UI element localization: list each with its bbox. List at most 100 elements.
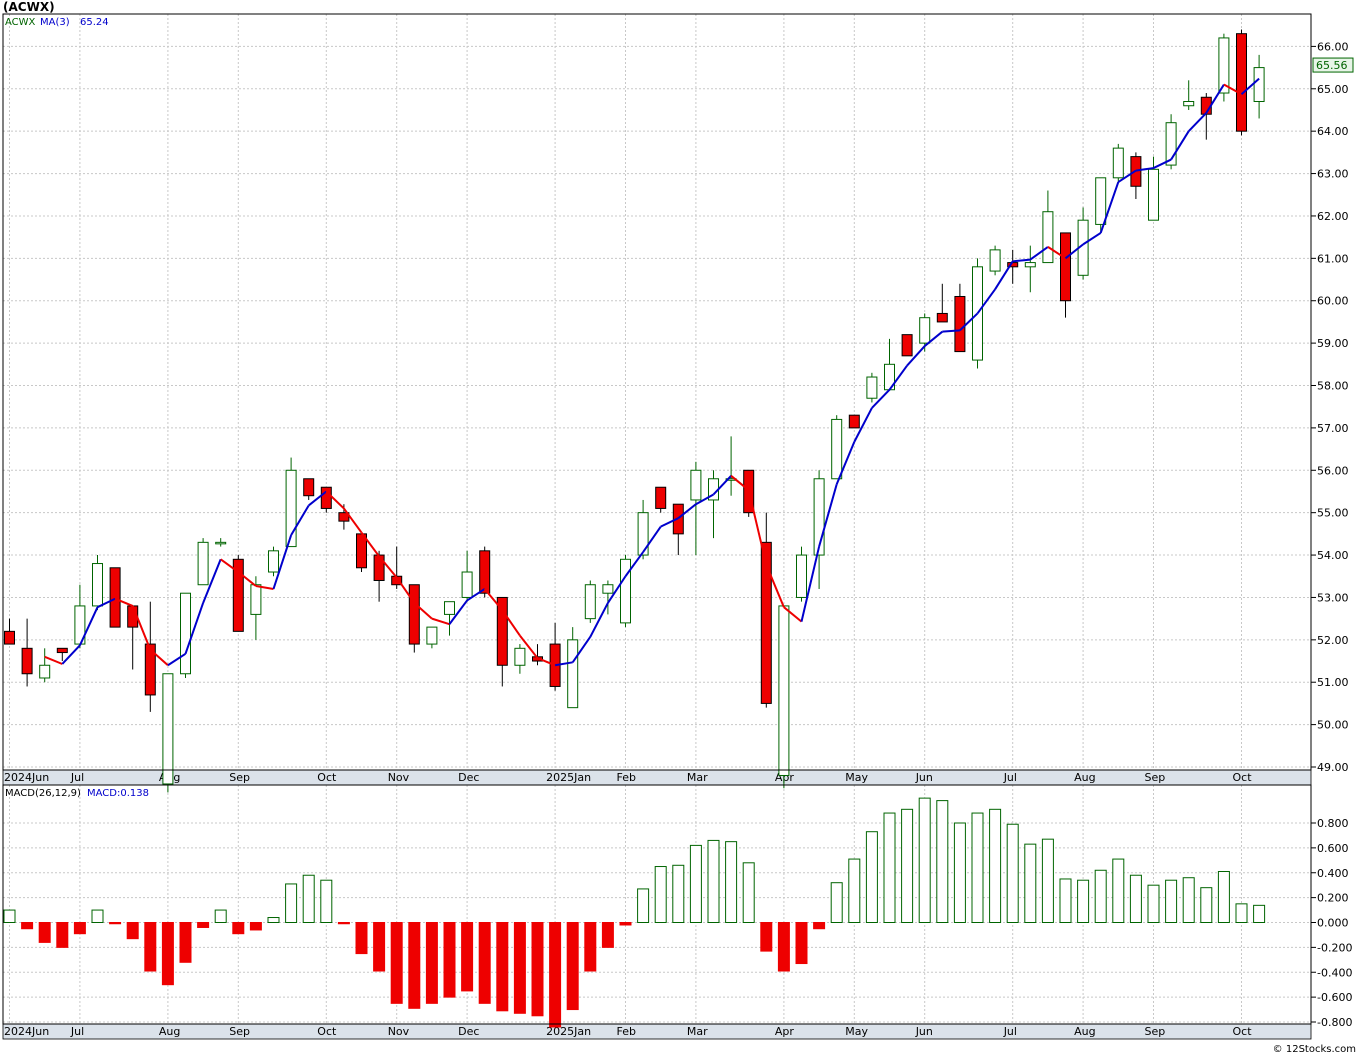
ma3-segment xyxy=(1029,246,1049,261)
macd-bar xyxy=(161,922,174,986)
macd-xtick-label: Jul xyxy=(70,1025,84,1038)
axis-layer: 49.00 50.00 51.00 52.00 53.00 54.00 55.00 56.00… xyxy=(2,40,1352,1040)
ma3-segment xyxy=(1012,258,1031,263)
ma3-segment xyxy=(976,288,996,315)
macd-bar xyxy=(601,922,614,948)
ma3-segment xyxy=(589,602,609,638)
ma3-segment xyxy=(1223,83,1242,96)
macd-bar xyxy=(953,822,966,923)
candle-body xyxy=(584,584,596,620)
ma3-segment xyxy=(220,558,239,573)
macd-bar xyxy=(73,922,86,935)
candle-body xyxy=(954,295,966,353)
macd-bar xyxy=(1182,877,1195,923)
macd-bar xyxy=(725,841,738,923)
ma3-segment xyxy=(290,504,310,536)
ma3-segment xyxy=(888,364,908,391)
ma3-segment xyxy=(924,330,943,347)
ma3-segment xyxy=(519,634,539,659)
macd-ytick-label: -0.400 xyxy=(1317,966,1352,979)
macd-xtick-label: Nov xyxy=(388,1025,410,1038)
candle-body xyxy=(989,249,1001,272)
candle-body xyxy=(162,673,174,785)
price-ytick-label: 53.00 xyxy=(1317,591,1349,604)
ma3-segment xyxy=(818,483,838,547)
macd-xtick-label: 2025Jan xyxy=(546,1025,591,1038)
macd-bar xyxy=(232,922,245,935)
price-xtick-label: Oct xyxy=(317,771,337,784)
price-ytick-label: 51.00 xyxy=(1317,676,1349,689)
ma3-segment xyxy=(395,576,416,604)
macd-bar xyxy=(197,922,210,928)
ma3-segment xyxy=(1187,112,1208,132)
candle-body xyxy=(1112,147,1124,179)
macd-bar xyxy=(109,922,122,925)
ma3-segment xyxy=(466,588,486,602)
price-xtick-label: Sep xyxy=(1145,771,1166,784)
macd-xtick-label: Jul xyxy=(1003,1025,1017,1038)
macd-bar xyxy=(707,839,720,923)
ma3-segment xyxy=(1117,169,1137,183)
ma3-segment xyxy=(730,475,750,491)
candle-body xyxy=(778,605,790,776)
macd-bar xyxy=(1217,871,1230,923)
chart-title: (ACWX) xyxy=(3,0,55,14)
price-ytick-label: 65.00 xyxy=(1317,83,1349,96)
macd-bar xyxy=(1200,887,1213,923)
macd-xtick-label: May xyxy=(845,1025,868,1038)
candle-body xyxy=(250,584,262,615)
ma3-segment xyxy=(677,503,697,519)
macd-panel-frame xyxy=(2,784,1312,1025)
macd-ytick-label: -0.600 xyxy=(1317,991,1352,1004)
price-xtick-label: May xyxy=(845,771,868,784)
ma3-segment xyxy=(712,475,732,496)
price-ytick-label: 55.00 xyxy=(1317,507,1349,520)
ma3-segment xyxy=(607,575,627,604)
candle-body xyxy=(444,601,455,615)
macd-bar xyxy=(654,866,667,923)
macd-xtick-label: 2024Jun xyxy=(4,1025,49,1038)
macd-bar xyxy=(689,844,702,924)
macd-bar xyxy=(38,922,51,943)
macd-bar xyxy=(179,922,192,963)
macd-bar xyxy=(461,922,474,992)
ma3-segment xyxy=(765,564,785,608)
footer-credit: © 12Stocks.com xyxy=(1273,1044,1356,1055)
candle-body xyxy=(285,469,297,548)
macd-ytick-label: -0.200 xyxy=(1317,941,1352,954)
macd-xaxis-band xyxy=(2,1023,1312,1040)
ma3-segment xyxy=(1099,181,1120,234)
macd-bar xyxy=(1253,904,1266,923)
candle-body xyxy=(215,541,227,545)
macd-bar xyxy=(813,922,826,930)
macd-xtick-label: Oct xyxy=(317,1025,337,1038)
frame-layer: ACWX MA(3) 65.24 MACD(26,12,9) MACD:0.138 65.… xyxy=(2,13,1354,1025)
macd-bar xyxy=(373,922,386,972)
ma3-segment xyxy=(783,606,803,623)
ma3-segment xyxy=(308,490,327,507)
ma3-segment xyxy=(695,493,714,506)
macd-bar xyxy=(3,909,16,923)
macd-xtick-label: Jun xyxy=(915,1025,933,1038)
price-xtick-label: Oct xyxy=(1233,771,1253,784)
macd-bar xyxy=(1235,903,1248,923)
candle-body xyxy=(180,592,191,675)
macd-bar xyxy=(496,922,509,1012)
macd-xtick-label: Sep xyxy=(1145,1025,1166,1038)
macd-bar xyxy=(21,922,34,930)
macd-bar xyxy=(408,922,421,1009)
macd-bar xyxy=(1165,879,1178,924)
macd-ytick-label: 0.600 xyxy=(1317,842,1349,855)
macd-bar xyxy=(989,808,1002,923)
ma3-segment xyxy=(114,597,134,607)
price-ytick-label: 57.00 xyxy=(1317,422,1349,435)
macd-bar xyxy=(1024,843,1037,923)
ma3-segment xyxy=(537,657,556,667)
ma3-segment xyxy=(255,585,274,590)
candle-body xyxy=(602,584,614,594)
ma3-segment xyxy=(554,661,573,667)
price-ytick-label: 61.00 xyxy=(1317,252,1349,265)
candle-body xyxy=(655,486,667,509)
